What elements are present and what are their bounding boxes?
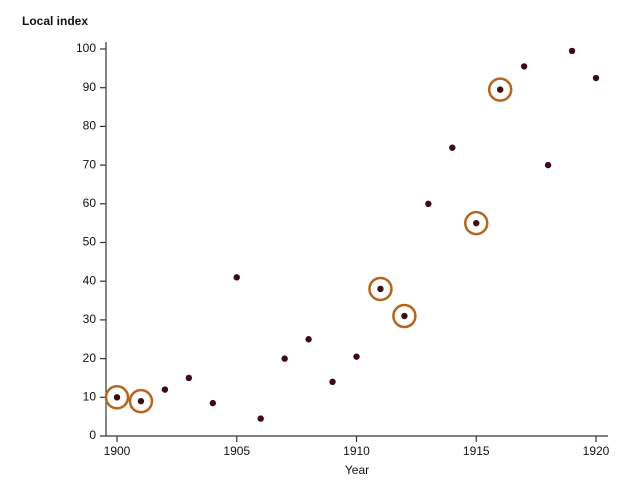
point — [497, 86, 504, 93]
highlight-ring — [104, 385, 130, 410]
point — [377, 285, 384, 293]
y-axis-label: Local index — [22, 14, 88, 28]
y-tick-label: 50 — [83, 235, 97, 249]
highlight-ring — [368, 276, 393, 302]
point — [161, 386, 169, 393]
point — [233, 274, 240, 281]
y-tick-label: 30 — [83, 312, 97, 326]
point — [449, 144, 456, 151]
point — [137, 397, 145, 405]
point — [329, 378, 336, 386]
x-tick-label: 1915 — [463, 444, 490, 458]
highlight-ring — [392, 303, 417, 329]
x-tick-label: 1910 — [343, 444, 370, 458]
y-tick-label: 100 — [76, 41, 96, 55]
x-tick-label: 1905 — [223, 444, 250, 458]
point — [113, 394, 121, 401]
y-tick-label: 20 — [83, 351, 97, 365]
point — [257, 415, 264, 422]
point — [185, 374, 193, 382]
y-tick-label: 80 — [83, 119, 97, 133]
point — [305, 336, 312, 343]
point — [425, 200, 432, 207]
point — [281, 355, 288, 362]
point — [473, 219, 480, 227]
y-tick-label: 10 — [83, 389, 97, 403]
x-tick-label: 1900 — [104, 444, 131, 458]
highlight-ring — [128, 388, 154, 414]
highlight-ring — [487, 77, 513, 102]
point — [209, 399, 216, 407]
point — [592, 74, 600, 82]
y-tick-label: 60 — [83, 196, 97, 210]
point — [401, 312, 408, 320]
y-tick-label: 0 — [89, 428, 96, 442]
highlight-ring — [464, 210, 489, 236]
x-tick-label: 1920 — [583, 444, 610, 458]
point — [520, 63, 528, 70]
y-tick-label: 70 — [83, 157, 97, 171]
y-tick-label: 90 — [83, 80, 97, 94]
point — [568, 47, 576, 55]
point — [544, 161, 552, 169]
point — [353, 353, 360, 360]
x-axis-label: Year — [345, 463, 369, 477]
y-tick-label: 40 — [83, 273, 97, 287]
